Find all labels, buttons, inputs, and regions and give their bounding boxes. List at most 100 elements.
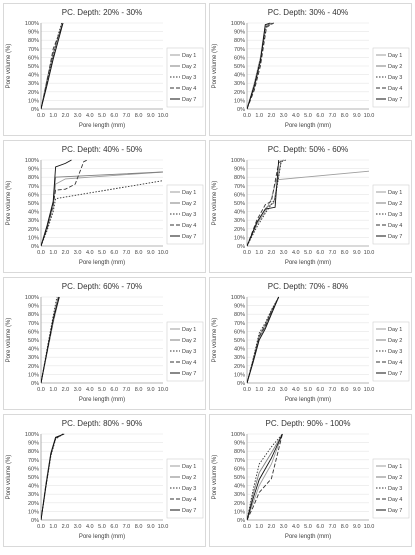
x-axis-label: Pore length (mm) [79, 123, 125, 129]
legend-label: Day 3 [388, 212, 402, 218]
x-tick-label: 3.0 [74, 113, 82, 119]
legend-box [166, 458, 204, 519]
legend-label: Day 3 [388, 349, 402, 355]
x-tick-label: 5.0 [304, 250, 312, 256]
y-axis-label: Pore volume (%) [212, 44, 218, 89]
y-tick-label: 90% [234, 304, 245, 310]
x-tick-label: 5.0 [98, 524, 106, 530]
y-axis-label: Pore volume (%) [6, 318, 12, 363]
y-tick-label: 30% [28, 355, 39, 361]
y-tick-label: 90% [28, 167, 39, 173]
legend-label: Day 3 [182, 75, 196, 81]
x-tick-label: 4.0 [292, 113, 300, 119]
x-tick-label: 9.0 [353, 250, 361, 256]
x-tick-label: 7.0 [123, 387, 131, 393]
chart-title: PC. Depth: 70% - 80% [268, 282, 348, 291]
legend-label: Day 2 [182, 64, 196, 70]
y-tick-label: 20% [234, 501, 245, 507]
legend-label: Day 1 [182, 190, 196, 196]
y-tick-label: 20% [28, 90, 39, 96]
y-tick-label: 30% [234, 355, 245, 361]
y-tick-label: 70% [234, 47, 245, 53]
x-tick-label: 5.0 [304, 387, 312, 393]
y-tick-label: 0% [31, 244, 39, 250]
legend-label: Day 1 [388, 464, 402, 470]
y-tick-label: 100% [25, 158, 39, 164]
x-tick-label: 9.0 [353, 387, 361, 393]
y-axis-label: Pore volume (%) [6, 181, 12, 226]
legend-label: Day 3 [388, 75, 402, 81]
x-tick-label: 1.0 [255, 113, 263, 119]
y-tick-label: 20% [28, 227, 39, 233]
series-line [247, 433, 283, 521]
x-tick-label: 0.0 [37, 524, 45, 530]
y-tick-label: 10% [234, 509, 245, 515]
legend-label: Day 1 [388, 327, 402, 333]
legend-label: Day 3 [388, 486, 402, 492]
legend-label: Day 7 [182, 97, 196, 103]
x-axis-label: Pore length (mm) [285, 534, 331, 540]
chart-panel: PC. Depth: 50% - 60% 0% 10% 20% 30% 40% 50% 60%… [209, 140, 412, 273]
x-axis-label: Pore length (mm) [79, 397, 125, 403]
x-tick-label: 9.0 [147, 250, 155, 256]
y-tick-label: 60% [234, 466, 245, 472]
x-axis-label: Pore length (mm) [79, 534, 125, 540]
y-tick-label: 60% [234, 55, 245, 61]
y-tick-label: 40% [28, 73, 39, 79]
chart-panel: PC. Depth: 60% - 70% 0% 10% 20% 30% 40% 50% 60%… [3, 277, 206, 410]
legend-label: Day 4 [182, 86, 196, 92]
x-tick-label: 6.0 [316, 250, 324, 256]
x-tick-label: 2.0 [268, 387, 276, 393]
legend-label: Day 4 [182, 497, 196, 503]
y-tick-label: 50% [234, 338, 245, 344]
y-tick-label: 30% [234, 81, 245, 87]
x-tick-label: 5.0 [98, 250, 106, 256]
y-tick-label: 40% [234, 484, 245, 490]
y-tick-label: 80% [28, 175, 39, 181]
y-tick-label: 90% [234, 441, 245, 447]
chart-title: PC. Depth: 90% - 100% [266, 419, 351, 428]
x-tick-label: 1.0 [255, 387, 263, 393]
y-tick-label: 10% [28, 235, 39, 241]
y-tick-label: 20% [28, 501, 39, 507]
x-tick-label: 6.0 [316, 113, 324, 119]
chart-title: PC. Depth: 40% - 50% [62, 145, 142, 154]
y-tick-label: 60% [234, 329, 245, 335]
series-line [41, 180, 163, 247]
y-axis-label: Pore volume (%) [212, 318, 218, 363]
x-axis-label: Pore length (mm) [285, 260, 331, 266]
y-tick-label: 20% [28, 364, 39, 370]
y-tick-label: 70% [234, 458, 245, 464]
x-tick-label: 7.0 [123, 524, 131, 530]
x-tick-label: 10.0 [158, 250, 169, 256]
x-tick-label: 2.0 [62, 524, 70, 530]
x-tick-label: 6.0 [110, 524, 118, 530]
x-tick-label: 2.0 [62, 113, 70, 119]
y-tick-label: 50% [234, 201, 245, 207]
legend-label: Day 2 [182, 201, 196, 207]
chart-title: PC. Depth: 60% - 70% [62, 282, 142, 291]
y-tick-label: 60% [28, 55, 39, 61]
x-tick-label: 10.0 [364, 524, 375, 530]
x-tick-label: 0.0 [243, 524, 251, 530]
y-tick-label: 40% [28, 484, 39, 490]
y-tick-label: 40% [28, 210, 39, 216]
x-tick-label: 3.0 [74, 524, 82, 530]
y-tick-label: 10% [28, 372, 39, 378]
y-tick-label: 30% [234, 218, 245, 224]
y-tick-label: 70% [28, 184, 39, 190]
x-tick-label: 3.0 [280, 524, 288, 530]
y-tick-label: 10% [234, 372, 245, 378]
legend-label: Day 2 [388, 475, 402, 481]
x-tick-label: 9.0 [353, 113, 361, 119]
x-tick-label: 10.0 [364, 387, 375, 393]
x-tick-label: 7.0 [329, 387, 337, 393]
x-tick-label: 1.0 [255, 250, 263, 256]
x-tick-label: 3.0 [74, 250, 82, 256]
x-tick-label: 2.0 [268, 113, 276, 119]
y-tick-label: 70% [28, 321, 39, 327]
x-tick-label: 8.0 [135, 387, 143, 393]
x-tick-label: 9.0 [353, 524, 361, 530]
x-tick-label: 7.0 [329, 250, 337, 256]
legend-label: Day 4 [388, 360, 402, 366]
